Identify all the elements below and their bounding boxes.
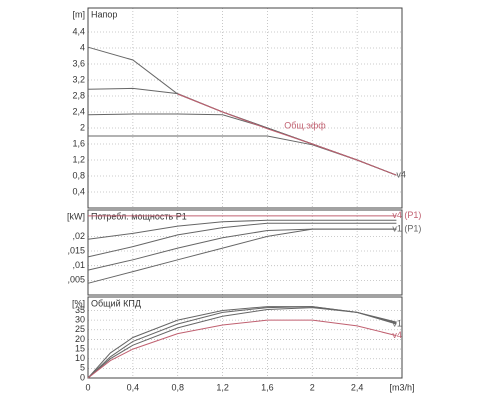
panel-title: Напор [91,9,117,19]
y-tick-label: ,01 [72,260,85,270]
y-tick-label: 3,2 [72,74,85,84]
series-label: v1 [392,318,402,328]
series-line [177,93,397,176]
y-tick-label: 1,2 [72,154,85,164]
y-tick-label: 0,8 [72,170,85,180]
y-tick-label: 2 [80,122,85,132]
y-tick-label: 30 [75,315,85,325]
y-tick-label: 25 [75,324,85,334]
x-tick-label: 0,8 [171,382,184,392]
y-tick-label: 0 [80,372,85,382]
series-line [87,228,397,284]
y-tick-label: ,015 [67,245,85,255]
plot-frame [87,209,403,296]
y-tick-label: 35 [75,305,85,315]
x-axis-unit: [m3/h] [389,382,414,392]
y-tick-label: 20 [75,334,85,344]
y-tick-label: ,02 [72,231,85,241]
y-tick-label: 10 [75,353,85,363]
y-axis-unit: [m] [73,9,86,19]
x-tick-label: 2,4 [351,382,364,392]
x-tick-label: 0 [85,382,90,392]
y-tick-label: 5 [80,363,85,373]
series-label: v1 (P1) [392,223,421,233]
x-tick-label: 1,2 [216,382,229,392]
y-axis-unit: [kW] [67,211,85,221]
x-tick-label: 1,6 [261,382,274,392]
annotation: v4 [396,170,406,180]
y-tick-label: 2,4 [72,106,85,116]
plot-frame [87,7,403,209]
plot-background [88,210,402,295]
y-tick-label: 1,6 [72,138,85,148]
y-tick-label: 3,6 [72,58,85,68]
series-line [87,307,397,379]
x-tick-label: 0,4 [127,382,140,392]
series-line [87,219,397,240]
series-label: v4 [392,330,402,340]
plot-background [88,8,402,208]
y-axis-unit: [%] [72,298,85,308]
y-tick-label: 2,8 [72,90,85,100]
plot-frame [87,296,403,379]
panel-title: Общий КПД [91,298,141,308]
plot-background [88,297,402,378]
y-tick-label: 15 [75,343,85,353]
annotation: Общ.эфф [284,120,326,130]
series-label: v4 (P1) [392,210,421,220]
y-tick-label: 0,4 [72,186,85,196]
y-tick-label: 4,4 [72,26,85,36]
y-tick-label: ,005 [67,275,85,285]
series-line [87,222,397,258]
series-line [87,319,397,379]
y-tick-label: 4 [80,42,85,52]
x-tick-label: 2 [310,382,315,392]
